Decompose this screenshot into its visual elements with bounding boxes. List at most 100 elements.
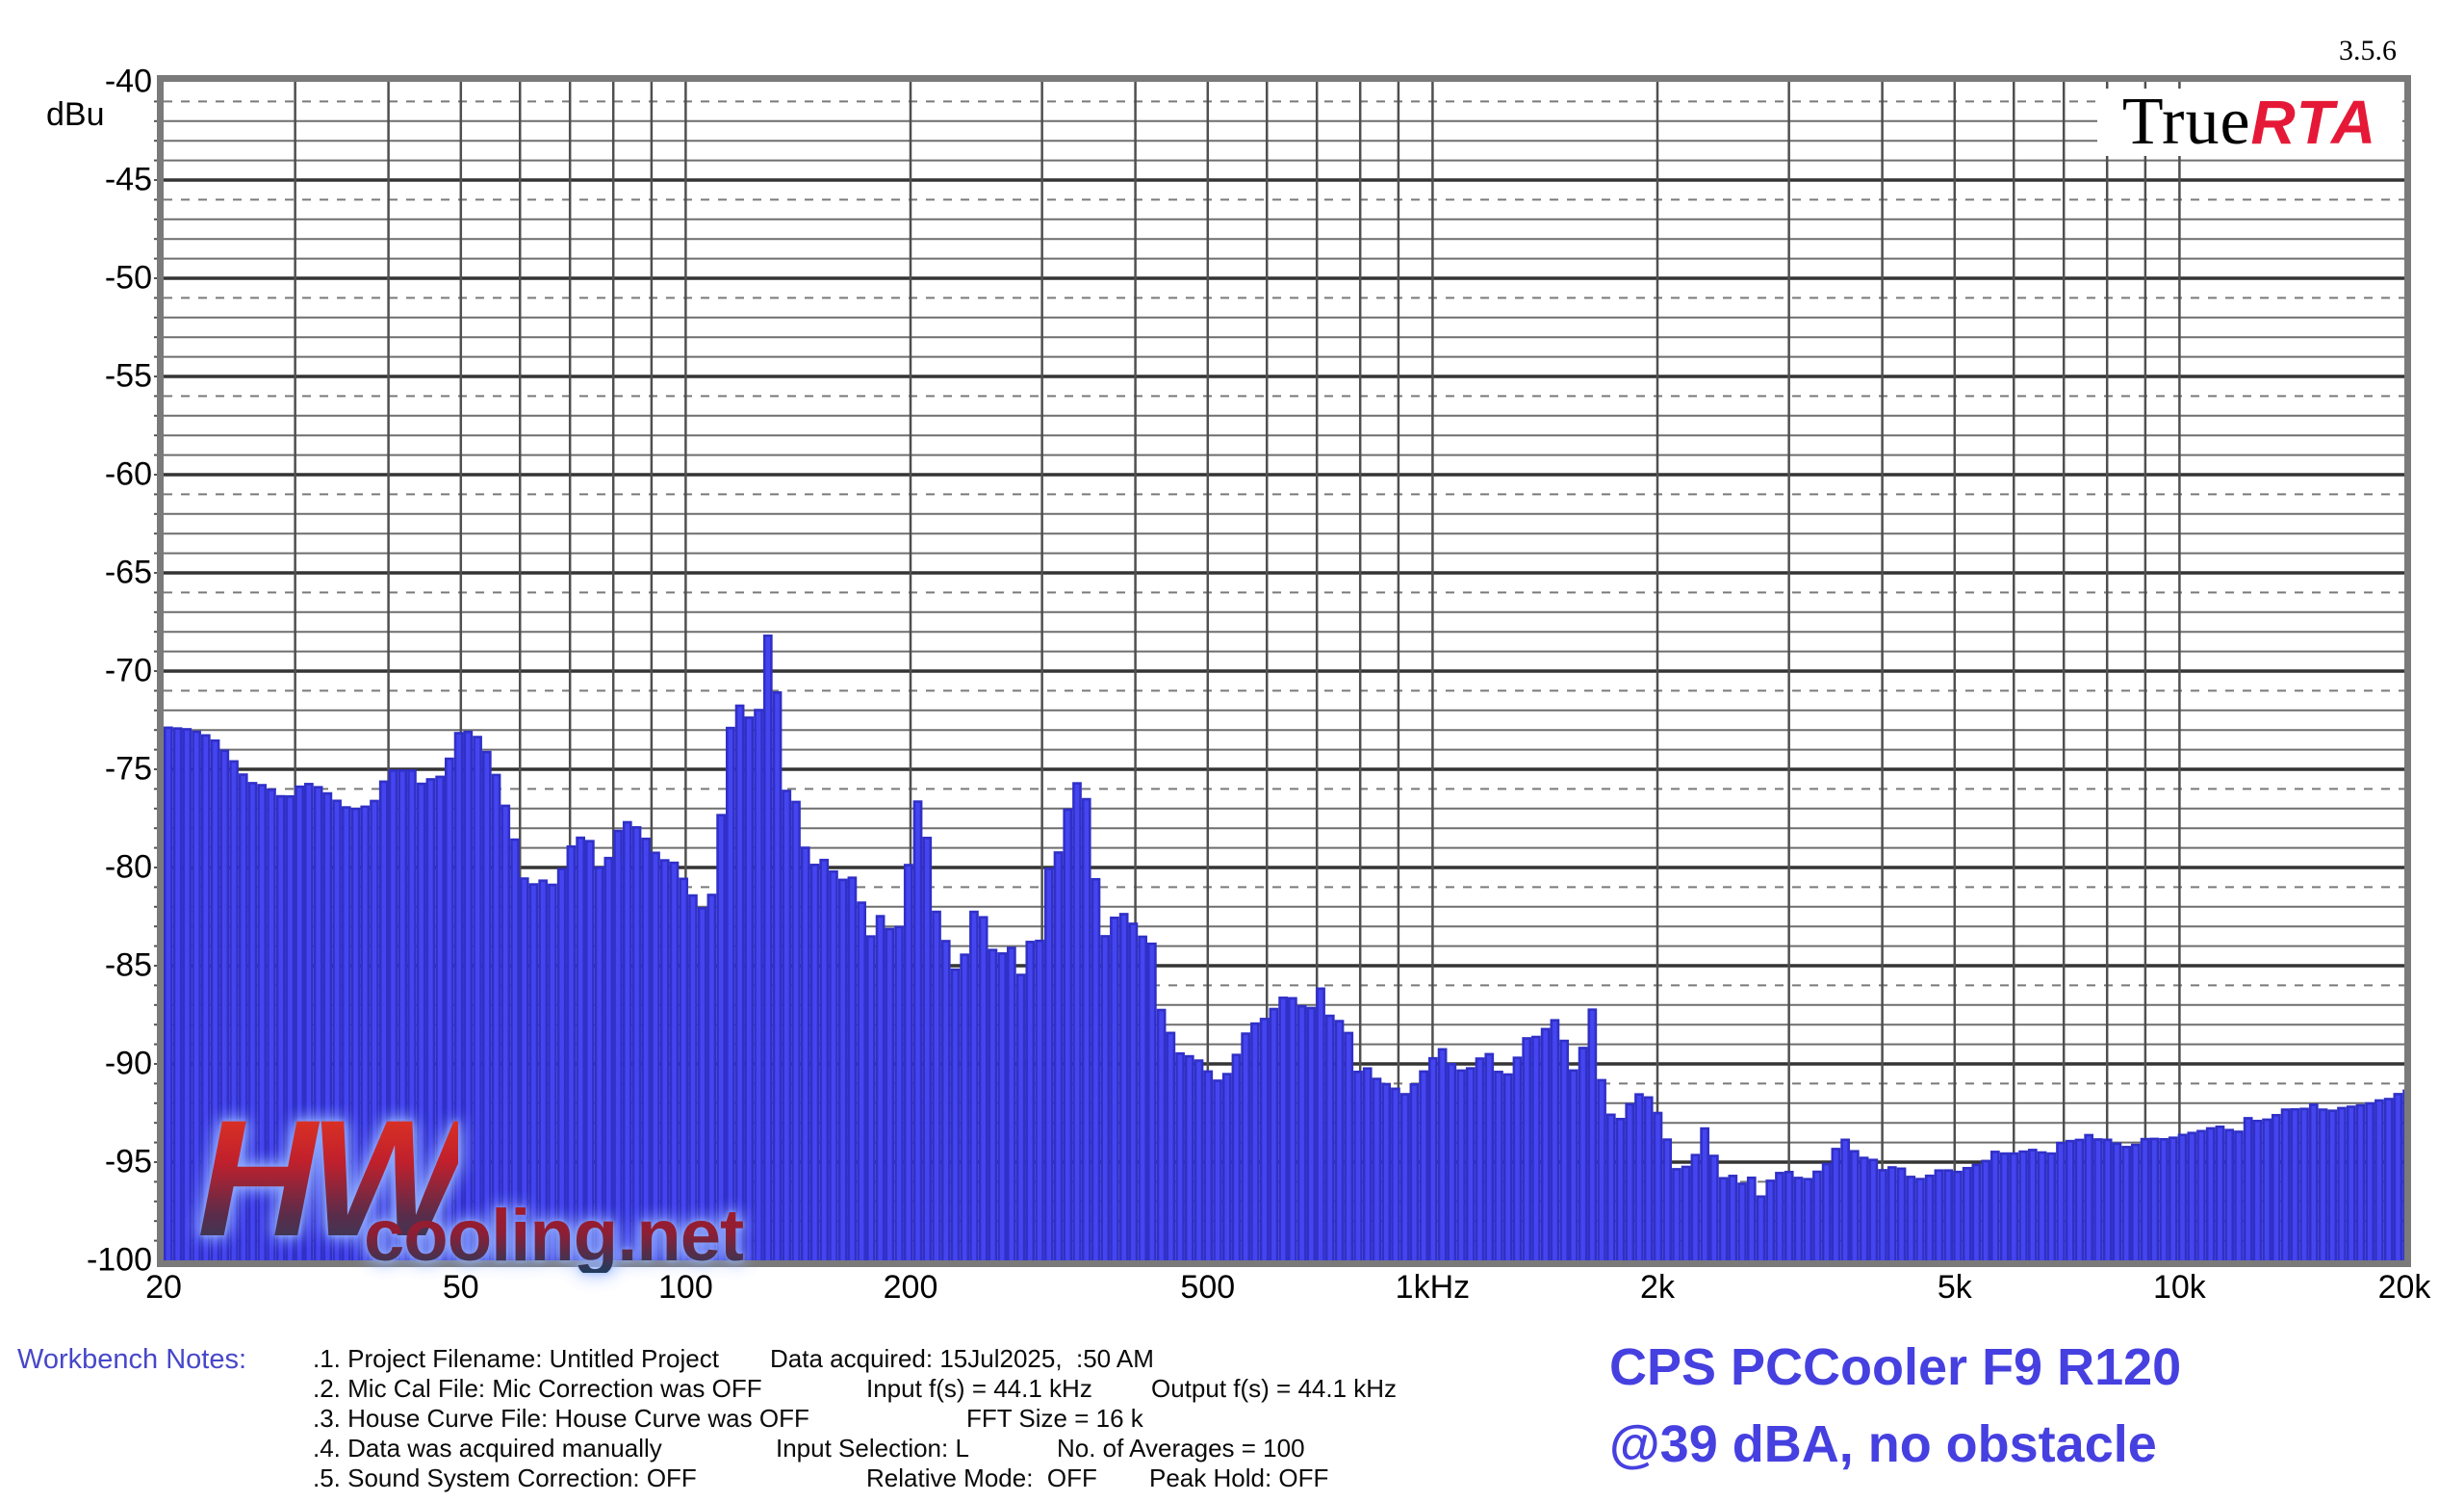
- spectrum-bar-face: [522, 879, 526, 1260]
- y-axis-tick-label: -95: [104, 1143, 152, 1180]
- x-axis-tick-label: 500: [1180, 1269, 1236, 1306]
- spectrum-bar-face: [1065, 811, 1070, 1260]
- spectrum-bar-face: [2170, 1139, 2176, 1260]
- spectrum-bar-face: [288, 797, 293, 1260]
- spectrum-bar-face: [559, 870, 564, 1260]
- spectrum-bar-face: [2264, 1121, 2270, 1260]
- spectrum-bar-face: [344, 808, 349, 1260]
- spectrum-bar-face: [1290, 999, 1296, 1260]
- spectrum-bar-face: [1309, 1009, 1314, 1260]
- spectrum-bar-face: [606, 859, 611, 1260]
- workbench-note-item: FFT Size = 16 k: [966, 1404, 1143, 1433]
- spectrum-bar-face: [1861, 1158, 1866, 1260]
- spectrum-bar-face: [803, 848, 808, 1260]
- y-axis-tick-label: -45: [104, 161, 152, 198]
- spectrum-bar-face: [381, 783, 386, 1260]
- spectrum-bar-face: [2002, 1154, 2007, 1260]
- spectrum-bar-face: [1842, 1141, 1848, 1260]
- spectrum-bar-face: [1693, 1155, 1698, 1260]
- spectrum-bar-face: [680, 880, 686, 1260]
- spectrum-bar-face: [1664, 1140, 1670, 1260]
- spectrum-bar-face: [896, 928, 902, 1260]
- spectrum-bar-face: [783, 791, 789, 1260]
- workbench-note-item: Peak Hold: OFF: [1149, 1463, 1329, 1492]
- spectrum-bar-face: [2152, 1140, 2157, 1260]
- spectrum-bar-face: [296, 788, 302, 1260]
- spectrum-bar-face: [597, 868, 602, 1260]
- spectrum-bar-face: [1683, 1168, 1688, 1260]
- spectrum-bar-face: [1627, 1105, 1632, 1260]
- spectrum-bar-face: [700, 909, 705, 1260]
- spectrum-bar-face: [887, 930, 892, 1260]
- spectrum-bar-face: [494, 776, 499, 1260]
- spectrum-bar-face: [2133, 1146, 2139, 1260]
- plot-frame: [157, 75, 2411, 1267]
- spectrum-bar-face: [1168, 1034, 1173, 1260]
- spectrum-bar-face: [428, 780, 433, 1260]
- spectrum-bar-face: [1805, 1179, 1810, 1260]
- spectrum-bar-face: [2396, 1095, 2400, 1260]
- measurement-title: CPS PCCooler F9 R120 @39 dBA, no obstacl…: [1609, 1329, 2181, 1483]
- spectrum-bar-face: [1430, 1059, 1436, 1260]
- spectrum-bar-face: [1421, 1073, 1426, 1260]
- spectrum-bar-face: [878, 917, 883, 1260]
- spectrum-bar-face: [221, 752, 227, 1260]
- spectrum-bar-face: [1299, 1007, 1304, 1260]
- spectrum-bar-face: [2143, 1140, 2147, 1260]
- spectrum-bar-face: [2040, 1153, 2044, 1260]
- spectrum-bar-face: [2246, 1119, 2250, 1260]
- spectrum-bar-face: [915, 802, 920, 1260]
- workbench-note-item: Relative Mode: OFF: [866, 1463, 1097, 1492]
- x-axis-tick-label: 200: [883, 1269, 938, 1306]
- spectrum-bar-face: [999, 954, 1005, 1260]
- truerta-logo: True RTA: [2097, 85, 2402, 159]
- spectrum-bar-face: [821, 861, 827, 1260]
- spectrum-bar-face: [2161, 1140, 2167, 1260]
- spectrum-bar-face: [316, 788, 321, 1260]
- spectrum-bar-face: [943, 942, 948, 1260]
- spectrum-bar-face: [1084, 800, 1089, 1260]
- spectrum-bar-face: [2218, 1127, 2222, 1260]
- spectrum-bar-face: [962, 955, 967, 1260]
- y-axis-tick-label: -100: [86, 1241, 152, 1279]
- spectrum-bar-face: [2020, 1152, 2026, 1260]
- spectrum-bar-face: [399, 771, 405, 1260]
- spectrum-bar-face: [1731, 1177, 1735, 1260]
- spectrum-bar-face: [1402, 1095, 1407, 1260]
- spectrum-bar-face: [1834, 1150, 1838, 1260]
- workbench-note-item: No. of Averages = 100: [1057, 1434, 1305, 1463]
- spectrum-bar-face: [2339, 1109, 2345, 1260]
- spectrum-bar-face: [391, 771, 396, 1260]
- spectrum-bar-face: [1618, 1120, 1623, 1260]
- spectrum-bar-face: [1917, 1179, 1923, 1260]
- spectrum-bar-face: [447, 760, 452, 1260]
- spectrum-bar-face: [615, 832, 621, 1260]
- spectrum-bar-face: [466, 733, 471, 1260]
- spectrum-bar-face: [175, 729, 180, 1260]
- spectrum-bar-face: [166, 729, 171, 1260]
- spectrum-bar-face: [1393, 1090, 1399, 1260]
- spectrum-bar-face: [1889, 1168, 1895, 1260]
- spectrum-bar-face: [1346, 1034, 1351, 1260]
- spectrum-bar-face: [1524, 1039, 1529, 1260]
- spectrum-bar-face: [185, 730, 190, 1260]
- spectrum-bar-face: [1945, 1171, 1951, 1260]
- spectrum-bar-face: [1927, 1177, 1932, 1260]
- spectrum-bar-face: [1215, 1081, 1220, 1260]
- spectrum-bar-face: [569, 847, 574, 1260]
- workbench-note-item: .4. Data was acquired manually: [313, 1434, 662, 1463]
- spectrum-bar-face: [1486, 1055, 1492, 1260]
- spectrum-bar-face: [906, 866, 911, 1260]
- spectrum-bar-face: [1234, 1055, 1239, 1260]
- x-axis-tick-label: 50: [442, 1269, 479, 1306]
- spectrum-bar-face: [269, 790, 274, 1260]
- spectrum-bar-face: [1243, 1034, 1248, 1260]
- spectrum-bar-face: [1871, 1161, 1876, 1260]
- spectrum-bar-face: [1074, 784, 1080, 1260]
- spectrum-bar-face: [1937, 1172, 1941, 1260]
- measurement-title-line1: CPS PCCooler F9 R120: [1609, 1338, 2182, 1396]
- spectrum-bar-face: [1056, 853, 1061, 1260]
- spectrum-bar-face: [1009, 948, 1014, 1260]
- spectrum-bar-face: [502, 807, 508, 1260]
- y-axis-tick-label: -50: [104, 259, 152, 297]
